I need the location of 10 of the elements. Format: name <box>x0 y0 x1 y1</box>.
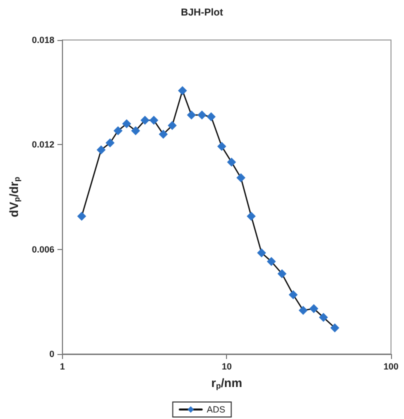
y-axis-title: dVp/drp <box>7 176 22 218</box>
x-tick-label: 100 <box>383 362 399 372</box>
y-tick-label: 0 <box>49 349 54 359</box>
chart-title: BJH-Plot <box>180 8 224 18</box>
legend-label: ADS <box>206 404 226 414</box>
x-tick-label: 1 <box>60 362 65 372</box>
x-tick-label: 10 <box>222 362 232 372</box>
y-tick-label: 0.006 <box>32 244 54 254</box>
y-tick-label: 0.018 <box>32 35 54 45</box>
y-tick-label: 0.012 <box>32 140 54 150</box>
